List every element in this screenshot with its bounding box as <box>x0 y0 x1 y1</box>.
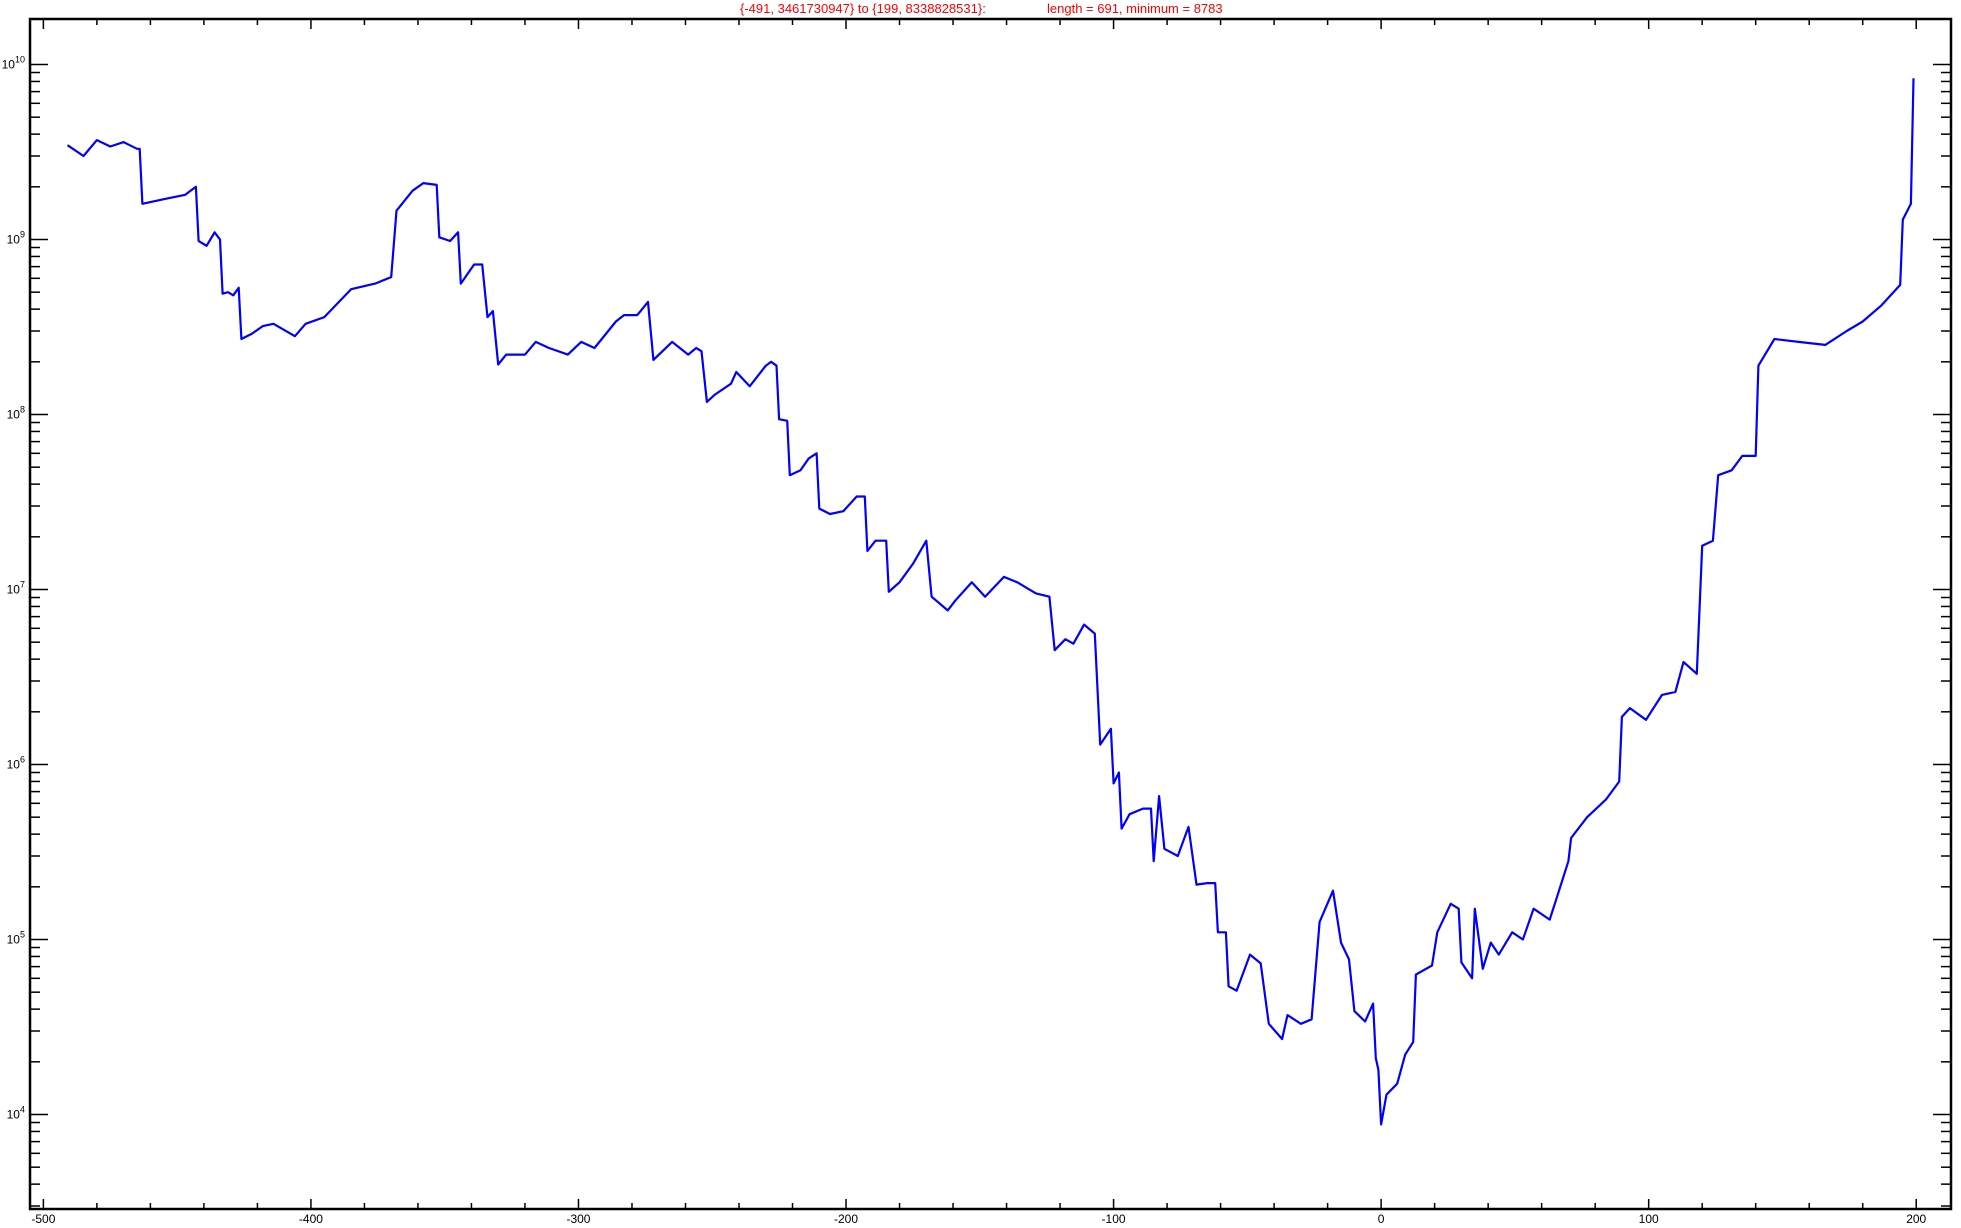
y-tick-label: 1010 <box>2 55 25 72</box>
y-tick-label: 106 <box>7 755 25 772</box>
y-tick-label: 104 <box>7 1105 25 1122</box>
y-tick-label: 105 <box>7 930 25 947</box>
x-tick-label: 0 <box>1378 1212 1385 1226</box>
x-tick-label: -300 <box>566 1212 590 1226</box>
x-tick-label: 100 <box>1639 1212 1659 1226</box>
series-line <box>66 78 1915 1126</box>
plot-frame <box>28 17 1953 1211</box>
chart-title-range: {-491, 3461730947} to {199, 8338828531}: <box>740 1 986 16</box>
x-tick-label: -200 <box>834 1212 858 1226</box>
x-tick-label: -500 <box>31 1212 55 1226</box>
x-tick-label: -400 <box>299 1212 323 1226</box>
x-tick-label: -100 <box>1102 1212 1126 1226</box>
chart-title-stats: length = 691, minimum = 8783 <box>1047 1 1223 16</box>
y-tick-label: 107 <box>7 580 25 597</box>
x-tick-label: 200 <box>1906 1212 1926 1226</box>
axis-labels: -500 -400 -300 -200 -100 0 100 200 104 105 106 107 1… <box>2 55 1927 1227</box>
y-tick-label: 108 <box>7 405 25 422</box>
axis-ticks <box>30 19 1951 1209</box>
y-tick-label: 109 <box>7 230 25 247</box>
